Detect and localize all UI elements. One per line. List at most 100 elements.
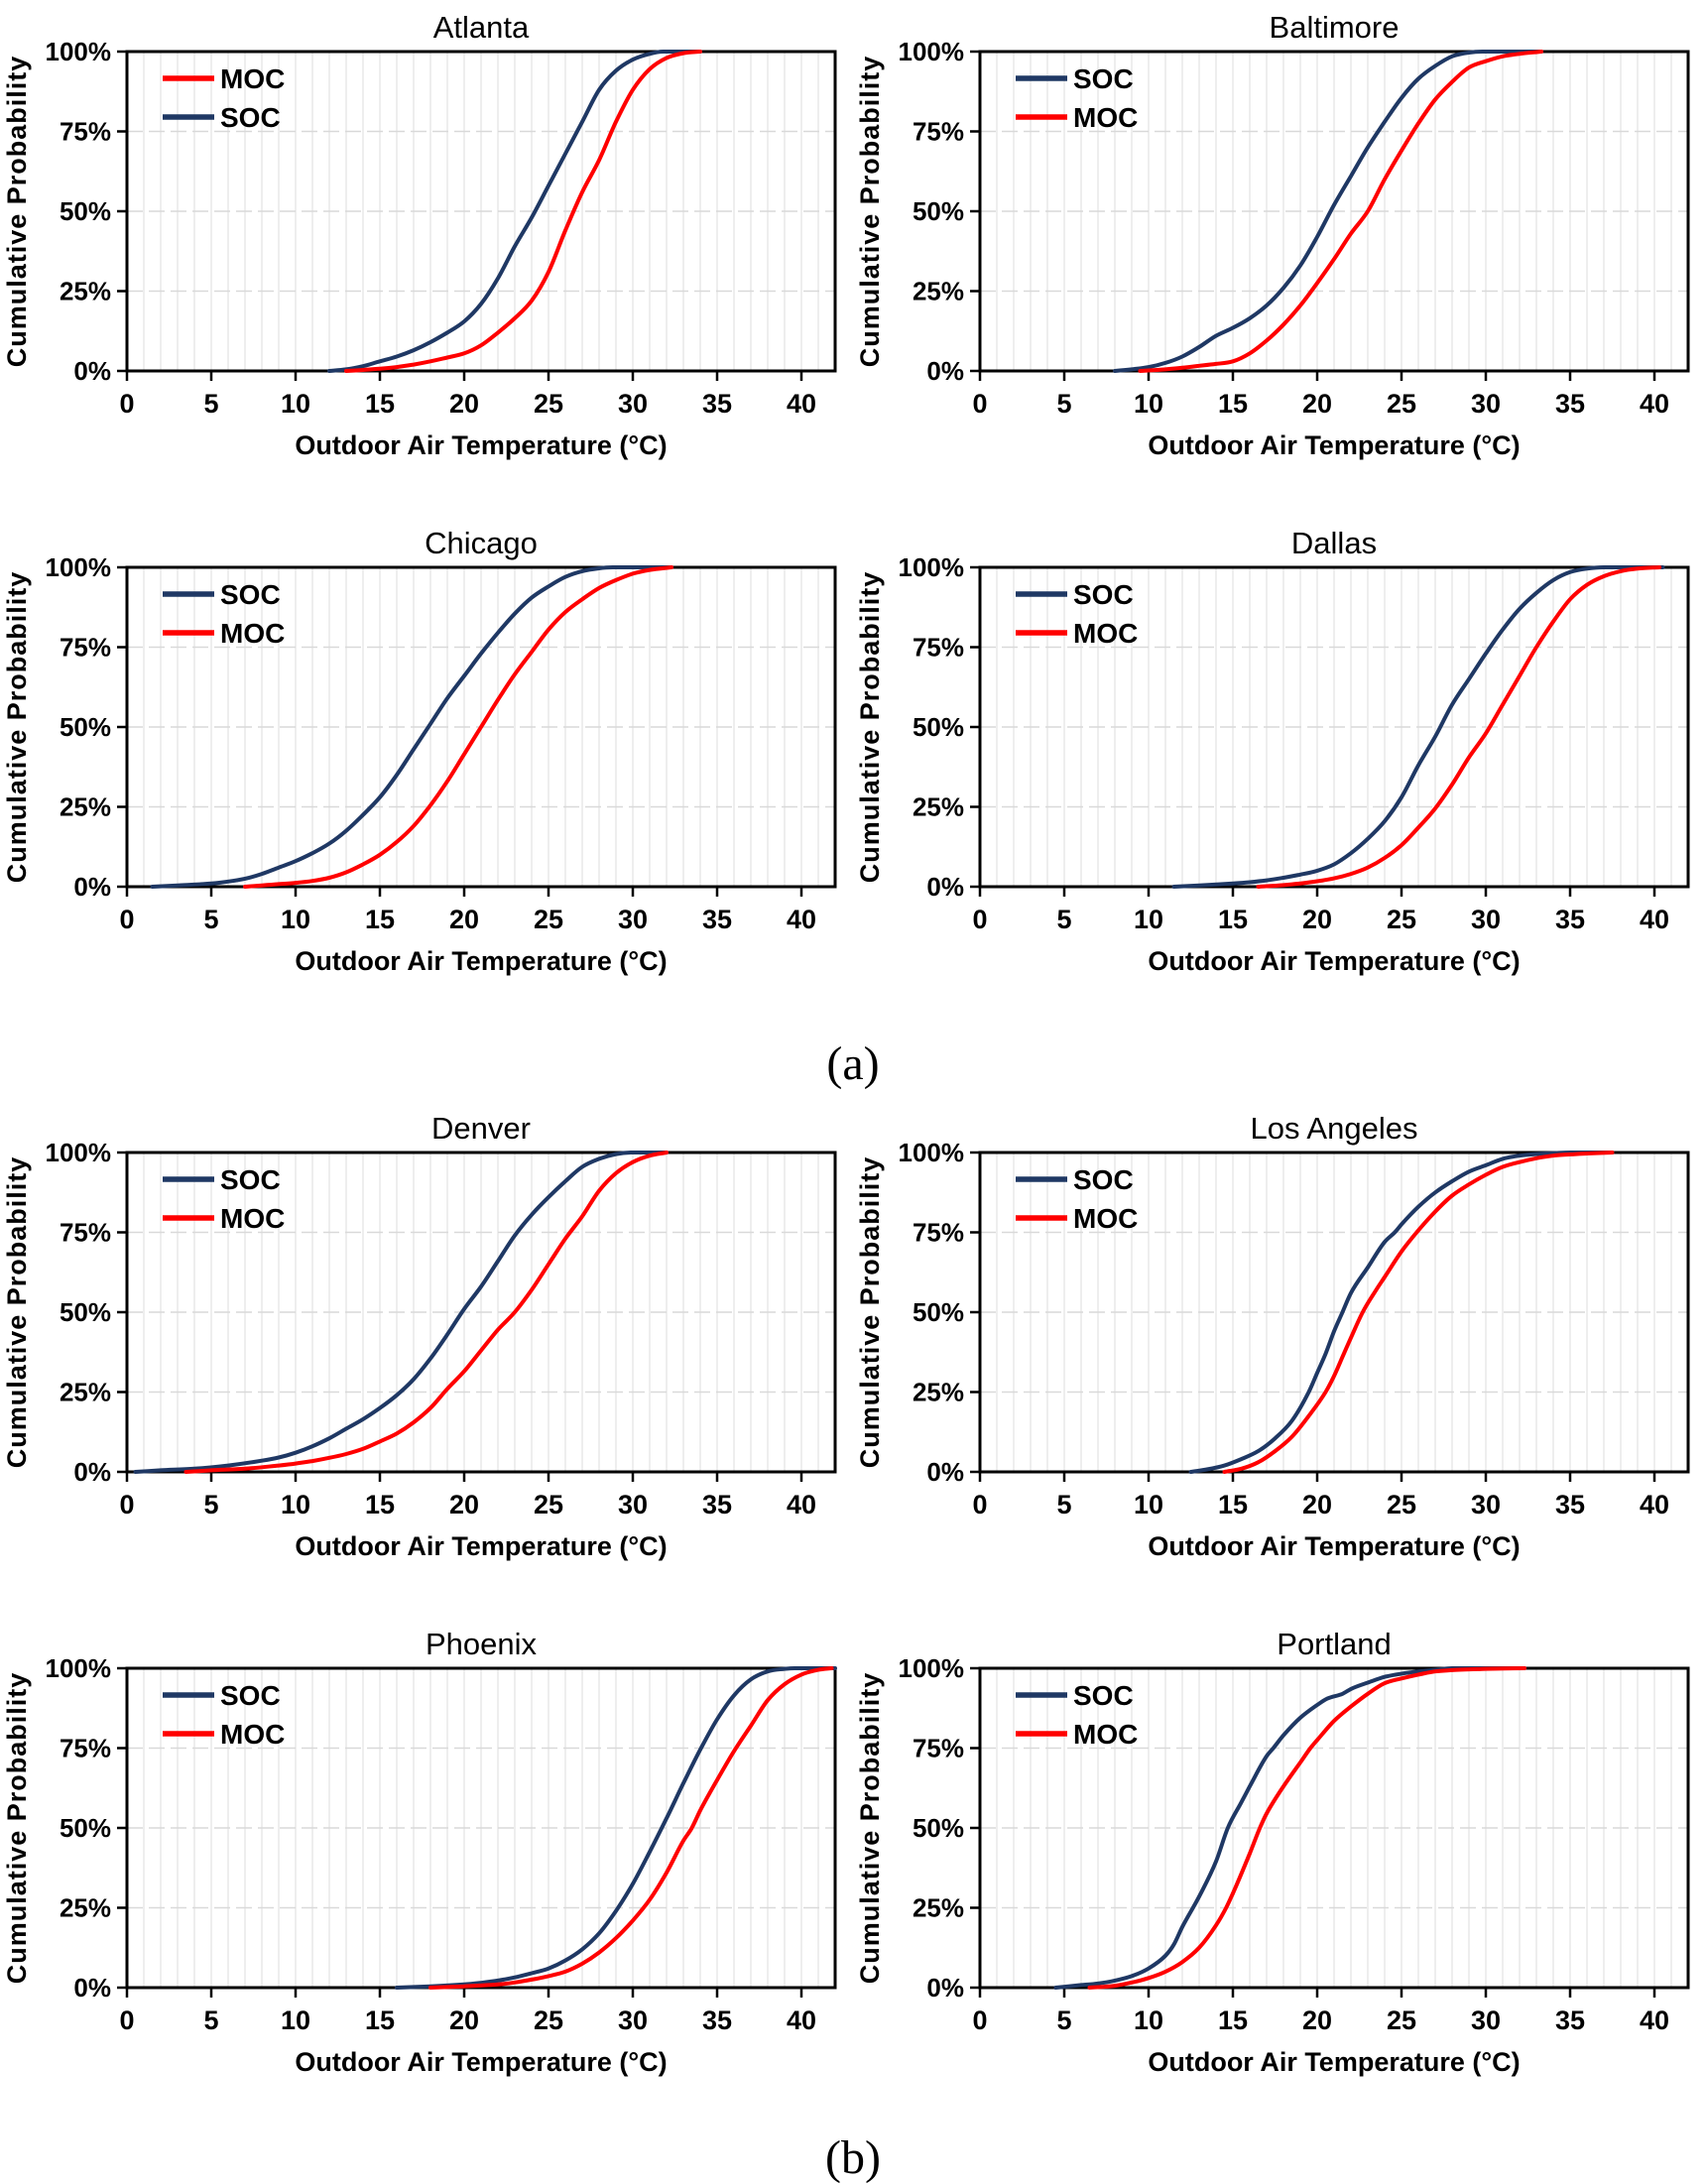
legend-label-soc: SOC — [1073, 1164, 1134, 1195]
legend: SOC MOC — [163, 1164, 285, 1234]
x-axis-title: Outdoor Air Temperature (°C) — [1148, 946, 1520, 976]
x-tick-label: 40 — [1640, 1490, 1669, 1519]
legend: SOC MOC — [1016, 579, 1138, 649]
y-tick-label: 0% — [73, 1973, 111, 2002]
y-tick-label: 25% — [913, 1378, 964, 1407]
moc-curve — [1087, 1666, 1527, 1990]
x-tick-label: 35 — [1555, 2005, 1585, 2035]
x-tick-label: 20 — [449, 1490, 479, 1519]
soc-curve — [395, 1666, 837, 1990]
x-tick-label: 15 — [1218, 1490, 1248, 1519]
chart-title: Baltimore — [1270, 10, 1400, 45]
moc-curve — [183, 1151, 669, 1474]
y-tick-label: 25% — [60, 792, 111, 822]
panel-b-grid: 0 5 10 15 20 25 30 35 40 0% 25% 50% 75% 100% Outdoor A… — [0, 1101, 1706, 2132]
x-tick-label: 5 — [1056, 2005, 1071, 2035]
x-tick-label: 10 — [1134, 389, 1163, 419]
x-tick-label: 20 — [449, 2005, 479, 2035]
axis-ticks: 0 5 10 15 20 25 30 35 40 0% 25% 50% 75% 100% — [899, 552, 1670, 934]
y-tick-label: 50% — [913, 712, 964, 742]
x-tick-label: 5 — [1056, 389, 1071, 419]
x-tick-label: 10 — [281, 905, 310, 934]
x-axis-title: Outdoor Air Temperature (°C) — [1148, 2047, 1520, 2077]
chart-phoenix: 0 5 10 15 20 25 30 35 40 0% 25% 50% 75% 100% Outdoor A… — [0, 1617, 853, 2132]
x-tick-label: 40 — [787, 389, 816, 419]
horizontal-gridlines — [127, 1231, 835, 1394]
moc-curve — [1138, 50, 1544, 373]
legend-label-moc: MOC — [220, 63, 285, 94]
x-tick-label: 10 — [1134, 2005, 1163, 2035]
x-tick-label: 40 — [1640, 2005, 1669, 2035]
y-tick-label: 100% — [899, 1138, 965, 1167]
x-axis-title: Outdoor Air Temperature (°C) — [295, 2047, 667, 2077]
x-tick-label: 35 — [1555, 1490, 1585, 1519]
horizontal-gridlines — [980, 646, 1688, 808]
y-tick-label: 100% — [899, 552, 965, 582]
chart-title: Chicago — [425, 526, 538, 560]
y-tick-label: 0% — [926, 1973, 964, 2002]
x-tick-label: 40 — [1640, 905, 1669, 934]
horizontal-gridlines — [980, 1747, 1688, 1909]
y-tick-label: 75% — [913, 117, 964, 147]
x-tick-label: 40 — [787, 905, 816, 934]
x-tick-label: 30 — [618, 2005, 648, 2035]
x-tick-label: 20 — [1302, 2005, 1332, 2035]
x-tick-label: 5 — [1056, 1490, 1071, 1519]
moc-curve — [344, 50, 702, 373]
x-tick-label: 15 — [365, 389, 395, 419]
legend: SOC MOC — [1016, 63, 1138, 133]
legend-label-soc: SOC — [220, 102, 281, 133]
x-axis-title: Outdoor Air Temperature (°C) — [295, 946, 667, 976]
soc-curve — [1053, 1666, 1527, 1990]
y-axis-title: Cumulative Probability — [855, 1156, 885, 1469]
x-tick-label: 0 — [972, 905, 987, 934]
chart-canvas-dallas: 0 5 10 15 20 25 30 35 40 0% 25% 50% 75% 100% Outdoor A… — [855, 526, 1690, 976]
x-tick-label: 25 — [534, 1490, 563, 1519]
y-tick-label: 50% — [60, 712, 111, 742]
axis-ticks: 0 5 10 15 20 25 30 35 40 0% 25% 50% 75% 100% — [46, 37, 817, 419]
axis-ticks: 0 5 10 15 20 25 30 35 40 0% 25% 50% 75% 100% — [899, 1138, 1670, 1519]
x-axis-title: Outdoor Air Temperature (°C) — [1148, 1531, 1520, 1561]
chart-title: Denver — [431, 1111, 531, 1146]
chart-canvas-los-angeles: 0 5 10 15 20 25 30 35 40 0% 25% 50% 75% 100% Outdoor A… — [855, 1111, 1690, 1561]
x-tick-label: 20 — [1302, 905, 1332, 934]
soc-curve — [327, 49, 702, 373]
x-tick-label: 10 — [281, 2005, 310, 2035]
chart-title: Dallas — [1291, 526, 1377, 560]
x-tick-label: 0 — [119, 2005, 134, 2035]
x-tick-label: 5 — [203, 389, 218, 419]
horizontal-gridlines — [127, 130, 835, 293]
y-tick-label: 50% — [60, 1297, 111, 1327]
soc-curve — [1171, 565, 1665, 889]
legend-label-soc: SOC — [220, 1680, 281, 1711]
x-tick-label: 35 — [702, 389, 732, 419]
panel-b-label: (b) — [825, 2131, 881, 2184]
chart-title: Phoenix — [426, 1627, 538, 1661]
axis-ticks: 0 5 10 15 20 25 30 35 40 0% 25% 50% 75% 100% — [46, 1138, 817, 1519]
chart-los-angeles: 0 5 10 15 20 25 30 35 40 0% 25% 50% 75% 100% Outdoor A… — [853, 1101, 1706, 1617]
axis-ticks: 0 5 10 15 20 25 30 35 40 0% 25% 50% 75% 100% — [899, 37, 1670, 419]
axis-ticks: 0 5 10 15 20 25 30 35 40 0% 25% 50% 75% 100% — [899, 1653, 1670, 2035]
chart-baltimore: 0 5 10 15 20 25 30 35 40 0% 25% 50% 75% 100% Outdoor A… — [853, 0, 1706, 516]
legend-label-soc: SOC — [1073, 579, 1134, 610]
x-tick-label: 25 — [534, 389, 563, 419]
y-axis-title: Cumulative Probability — [855, 571, 885, 884]
soc-curve — [1113, 49, 1544, 373]
curves — [133, 1151, 669, 1474]
chart-dallas: 0 5 10 15 20 25 30 35 40 0% 25% 50% 75% 100% Outdoor A… — [853, 516, 1706, 1031]
x-tick-label: 15 — [365, 2005, 395, 2035]
x-tick-label: 25 — [1387, 2005, 1416, 2035]
curves — [1053, 1666, 1527, 1990]
soc-curve — [150, 565, 674, 889]
y-tick-label: 50% — [913, 1297, 964, 1327]
y-axis-title: Cumulative Probability — [2, 1672, 32, 1985]
x-tick-label: 25 — [534, 2005, 563, 2035]
x-axis-title: Outdoor Air Temperature (°C) — [1148, 430, 1520, 460]
chart-title: Los Angeles — [1251, 1111, 1418, 1146]
x-tick-label: 35 — [702, 905, 732, 934]
legend: SOC MOC — [163, 579, 285, 649]
y-tick-label: 0% — [73, 356, 111, 386]
y-axis-title: Cumulative Probability — [855, 1672, 885, 1985]
y-tick-label: 25% — [913, 1893, 964, 1923]
curves — [395, 1666, 837, 1990]
